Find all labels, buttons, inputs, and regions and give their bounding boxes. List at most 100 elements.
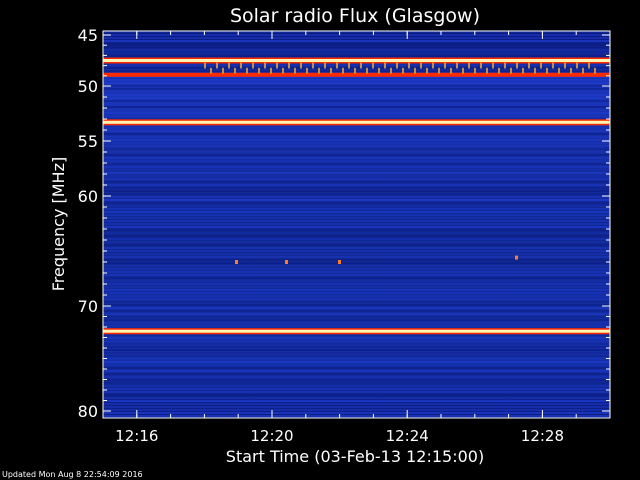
- spectrogram-noise-row: [103, 217, 610, 219]
- spectrogram-noise-row: [103, 67, 610, 69]
- spectrogram-noise-row: [103, 406, 610, 408]
- spectrogram-noise-row: [103, 88, 610, 90]
- x-axis: 12:16 12:20 12:24 12:28: [115, 31, 577, 445]
- spectrogram-noise-row: [103, 325, 610, 327]
- spectrogram-noise-row: [103, 31, 610, 33]
- spectrogram-noise-row: [103, 232, 610, 234]
- spectrogram-noise-row: [103, 160, 610, 162]
- y-axis-label: Frequency [MHz]: [49, 157, 68, 291]
- spectrogram-noise-row: [103, 148, 610, 150]
- spectrogram-noise-row: [103, 94, 610, 96]
- x-tick-label: 12:16: [115, 427, 158, 445]
- bright-band-core: [103, 120, 610, 124]
- spectrogram-noise-row: [103, 106, 610, 108]
- spectrogram-noise-row: [103, 409, 610, 411]
- x-tick-label: 12:20: [250, 427, 293, 445]
- spectrogram-noise-row: [103, 175, 610, 177]
- chart-title: Solar radio Flux (Glasgow): [230, 5, 480, 27]
- spectrogram-noise-row: [103, 346, 610, 348]
- burst-spot: [285, 260, 288, 264]
- spectrogram-noise-row: [103, 190, 610, 192]
- spectrogram-noise-row: [103, 250, 610, 252]
- spectrogram-noise-row: [103, 364, 610, 366]
- x-tick-label: 12:28: [521, 427, 564, 445]
- spectrogram-noise-row: [103, 304, 610, 306]
- spectrogram-noise-row: [103, 376, 610, 378]
- spectrogram-noise-row: [103, 211, 610, 213]
- spectrogram-noise-row: [103, 289, 610, 291]
- spectrogram-noise-row: [103, 139, 610, 141]
- spectrogram-noise-row: [103, 313, 610, 315]
- x-axis-label: Start Time (03-Feb-13 12:15:00): [226, 447, 484, 466]
- spectrogram-noise-row: [103, 391, 610, 393]
- spectrogram-noise-row: [103, 241, 610, 243]
- spectrogram-noise-row: [103, 361, 610, 363]
- spectrogram-noise-row: [103, 382, 610, 384]
- spectrogram-noise-row: [103, 100, 610, 102]
- spectrogram-noise-row: [103, 64, 610, 66]
- spectrogram-noise-row: [103, 358, 610, 360]
- spectrogram-noise-row: [103, 34, 610, 36]
- spectrogram-noise-row: [103, 157, 610, 159]
- spectrogram-noise-row: [103, 367, 610, 369]
- spectrogram-noise-row: [103, 220, 610, 222]
- spectrogram-noise-row: [103, 181, 610, 183]
- spectrogram-noise-row: [103, 259, 610, 261]
- spectrogram-noise-row: [103, 214, 610, 216]
- spectrogram-noise-row: [103, 223, 610, 225]
- spectrogram-noise-row: [103, 238, 610, 240]
- spectrogram-noise-row: [103, 85, 610, 87]
- spectrogram-noise-row: [103, 169, 610, 171]
- spectrogram-noise-row: [103, 343, 610, 345]
- spectrogram-noise-row: [103, 400, 610, 402]
- spectrogram-noise-row: [103, 37, 610, 39]
- spectrogram-noise-row: [103, 265, 610, 267]
- spectrogram-noise-row: [103, 133, 610, 135]
- spectrogram-noise-row: [103, 280, 610, 282]
- y-tick-label: 70: [78, 297, 98, 316]
- spectrogram-noise-row: [103, 295, 610, 297]
- spectrogram-noise-row: [103, 130, 610, 132]
- spectrogram-noise-row: [103, 193, 610, 195]
- bright-bands: [103, 57, 610, 335]
- spectrogram-noise-row: [103, 277, 610, 279]
- spectrogram-texture: [103, 31, 610, 417]
- spectrogram-noise-row: [103, 172, 610, 174]
- plot-frame: [102, 30, 611, 419]
- spectrogram-noise-row: [103, 154, 610, 156]
- x-tick-label: 12:24: [386, 427, 429, 445]
- spectrogram-noise-row: [103, 319, 610, 321]
- spectrogram-noise-row: [103, 196, 610, 198]
- bright-band-core: [103, 59, 610, 62]
- spectrogram-noise-row: [103, 349, 610, 351]
- footer-updated-text: Updated Mon Aug 8 22:54:09 2016: [2, 470, 143, 479]
- y-tick-label: 55: [78, 132, 98, 151]
- spectrogram-noise-row: [103, 208, 610, 210]
- spectrogram-noise-row: [103, 112, 610, 114]
- spectrogram-noise-row: [103, 91, 610, 93]
- spectrogram-noise-row: [103, 268, 610, 270]
- y-tick-label: 80: [78, 402, 98, 421]
- bright-band: [103, 72, 610, 77]
- spectrogram-noise-row: [103, 40, 610, 42]
- spectrogram-noise-row: [103, 334, 610, 336]
- spectrogram-noise-row: [103, 142, 610, 144]
- spectrogram-noise-row: [103, 127, 610, 129]
- spectrogram-noise-row: [103, 385, 610, 387]
- y-tick-label: 60: [78, 187, 98, 206]
- spectrogram-noise-row: [103, 235, 610, 237]
- spectrogram-noise-row: [103, 355, 610, 357]
- spectrogram-noise-row: [103, 115, 610, 117]
- spectrogram-noise-row: [103, 412, 610, 414]
- spectrogram-noise-row: [103, 163, 610, 165]
- spectrogram-noise-row: [103, 79, 610, 81]
- spectrogram-noise-row: [103, 247, 610, 249]
- spectrogram-noise-row: [103, 151, 610, 153]
- spectrogram-noise-row: [103, 82, 610, 84]
- spectrogram-noise-row: [103, 118, 610, 120]
- spectrogram-noise-row: [103, 136, 610, 138]
- spectrogram-noise-row: [103, 226, 610, 228]
- spectrogram-noise-row: [103, 262, 610, 264]
- spectrogram-noise-row: [103, 415, 610, 417]
